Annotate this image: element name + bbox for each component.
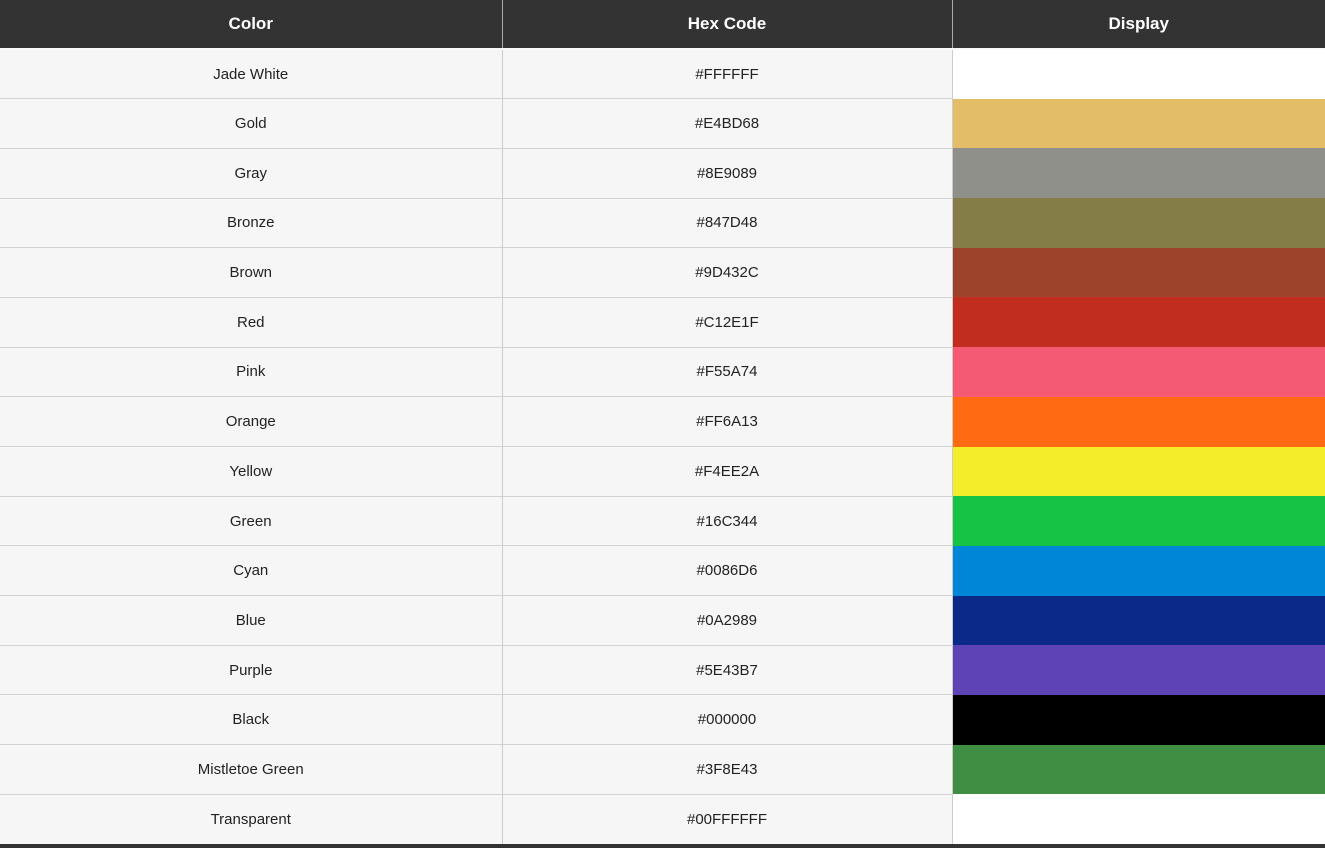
hex-code-cell: #5E43B7 bbox=[502, 644, 953, 695]
color-name-cell: Jade White bbox=[0, 48, 503, 99]
display-swatch bbox=[952, 645, 1325, 695]
table-row: Pink #F55A74 bbox=[0, 346, 1325, 397]
color-name-cell: Blue bbox=[0, 595, 503, 646]
color-name-cell: Orange bbox=[0, 396, 503, 447]
hex-code-cell: #FFFFFF bbox=[502, 48, 953, 99]
color-name-cell: Brown bbox=[0, 247, 503, 298]
hex-code-cell: #8E9089 bbox=[502, 147, 953, 199]
table-row: Red #C12E1F bbox=[0, 296, 1325, 348]
display-swatch bbox=[952, 744, 1325, 795]
hex-code-cell: #16C344 bbox=[502, 495, 953, 546]
display-swatch bbox=[952, 297, 1325, 348]
column-header-display: Display bbox=[951, 0, 1325, 50]
column-header-color: Color bbox=[0, 0, 502, 50]
hex-code-cell: #F4EE2A bbox=[502, 446, 953, 497]
color-name-cell: Pink bbox=[0, 346, 503, 397]
color-name-cell: Red bbox=[0, 296, 503, 348]
table-row: Gold #E4BD68 bbox=[0, 98, 1325, 149]
table-row: Green #16C344 bbox=[0, 495, 1325, 546]
display-swatch bbox=[952, 446, 1325, 497]
color-name-cell: Gold bbox=[0, 98, 503, 149]
color-name-cell: Yellow bbox=[0, 446, 503, 497]
hex-code-cell: #9D432C bbox=[502, 247, 953, 298]
display-swatch bbox=[952, 148, 1325, 199]
color-name-cell: Purple bbox=[0, 644, 503, 695]
color-name-cell: Transparent bbox=[0, 793, 503, 844]
display-swatch bbox=[952, 49, 1325, 99]
display-swatch bbox=[952, 347, 1325, 397]
table-row: Gray #8E9089 bbox=[0, 147, 1325, 199]
display-swatch bbox=[952, 794, 1325, 844]
table-row: Bronze #847D48 bbox=[0, 197, 1325, 248]
display-swatch bbox=[952, 247, 1325, 298]
display-swatch bbox=[952, 98, 1325, 149]
hex-code-cell: #00FFFFFF bbox=[502, 793, 953, 844]
display-swatch bbox=[952, 396, 1325, 447]
color-name-cell: Mistletoe Green bbox=[0, 744, 503, 795]
color-name-cell: Cyan bbox=[0, 545, 503, 596]
hex-code-cell: #0086D6 bbox=[502, 545, 953, 596]
color-name-cell: Green bbox=[0, 495, 503, 546]
hex-code-cell: #FF6A13 bbox=[502, 396, 953, 447]
color-name-cell: Black bbox=[0, 694, 503, 745]
hex-code-cell: #0A2989 bbox=[502, 595, 953, 646]
table-row: Transparent #00FFFFFF bbox=[0, 793, 1325, 844]
color-table-body: Jade White #FFFFFF Gold #E4BD68 Gray #8E9089 B… bbox=[0, 48, 1325, 844]
display-swatch bbox=[952, 198, 1325, 248]
table-row: Purple #5E43B7 bbox=[0, 644, 1325, 695]
table-row: Orange #FF6A13 bbox=[0, 396, 1325, 447]
table-row: Cyan #0086D6 bbox=[0, 545, 1325, 596]
color-name-cell: Gray bbox=[0, 147, 503, 199]
table-header-row: Color Hex Code Display bbox=[0, 0, 1325, 50]
display-swatch bbox=[952, 595, 1325, 646]
table-row: Mistletoe Green #3F8E43 bbox=[0, 744, 1325, 795]
table-row: Blue #0A2989 bbox=[0, 595, 1325, 646]
hex-code-cell: #F55A74 bbox=[502, 346, 953, 397]
hex-code-cell: #847D48 bbox=[502, 197, 953, 248]
table-row: Jade White #FFFFFF bbox=[0, 48, 1325, 99]
table-row: Brown #9D432C bbox=[0, 247, 1325, 298]
hex-code-cell: #C12E1F bbox=[502, 296, 953, 348]
table-bottom-border bbox=[0, 844, 1325, 848]
display-swatch bbox=[952, 545, 1325, 596]
color-name-cell: Bronze bbox=[0, 197, 503, 248]
hex-code-cell: #000000 bbox=[502, 694, 953, 745]
hex-code-cell: #E4BD68 bbox=[502, 98, 953, 149]
hex-code-cell: #3F8E43 bbox=[502, 744, 953, 795]
column-header-hex: Hex Code bbox=[501, 0, 952, 50]
table-row: Yellow #F4EE2A bbox=[0, 446, 1325, 497]
display-swatch bbox=[952, 694, 1325, 745]
table-row: Black #000000 bbox=[0, 694, 1325, 745]
display-swatch bbox=[952, 496, 1325, 546]
